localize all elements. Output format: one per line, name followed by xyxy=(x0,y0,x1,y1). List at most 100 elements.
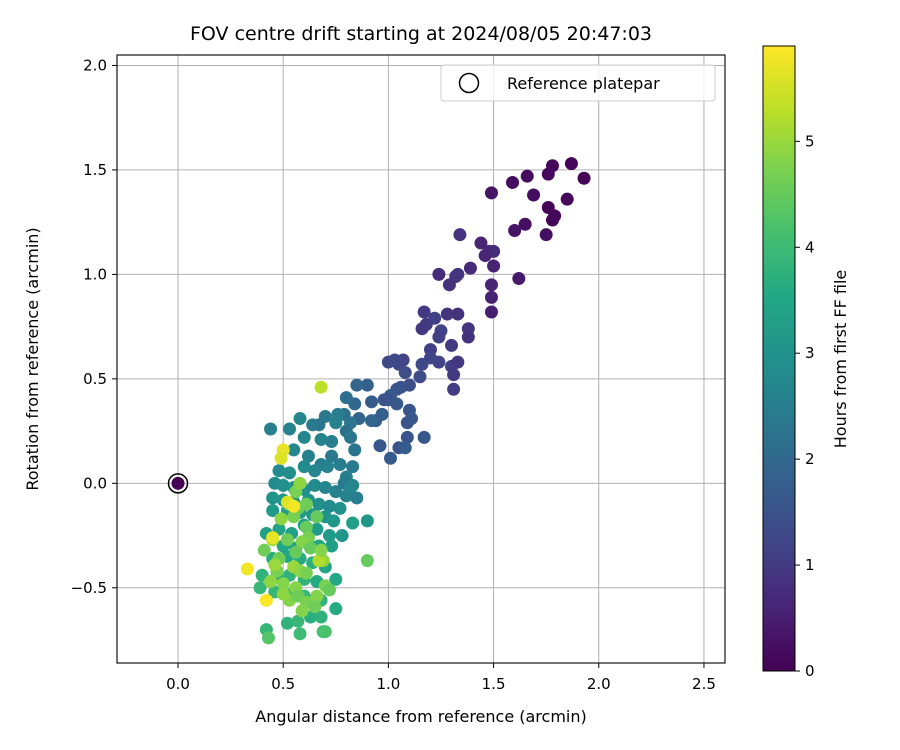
legend: Reference platepar xyxy=(440,64,716,102)
data-point xyxy=(432,330,446,344)
data-point xyxy=(287,499,301,513)
data-point xyxy=(463,261,477,275)
data-point xyxy=(348,443,362,457)
data-point xyxy=(325,449,339,463)
data-point xyxy=(527,188,541,202)
data-point xyxy=(276,478,290,492)
data-point xyxy=(272,464,286,478)
data-point xyxy=(297,460,311,474)
data-point xyxy=(293,412,307,426)
data-point xyxy=(428,311,442,325)
data-point xyxy=(320,460,334,474)
y-tick-label: 2.0 xyxy=(83,56,107,74)
data-point xyxy=(293,627,307,641)
data-point xyxy=(295,604,309,618)
data-point xyxy=(373,439,387,453)
data-point xyxy=(577,171,591,185)
data-point xyxy=(283,422,297,436)
data-point xyxy=(261,631,275,645)
data-point xyxy=(400,416,414,430)
data-point xyxy=(415,322,429,336)
data-point xyxy=(520,169,534,183)
data-point xyxy=(518,217,532,231)
data-point xyxy=(304,541,318,555)
x-axis-ticks: 0.0 0.5 1.0 1.5 2.0 2.5 xyxy=(166,663,716,693)
data-points xyxy=(240,157,591,645)
data-point xyxy=(312,554,326,568)
data-point xyxy=(310,589,324,603)
data-point xyxy=(333,458,347,472)
plot-frame xyxy=(116,54,726,664)
data-point xyxy=(329,572,343,586)
y-tick-label: −0.5 xyxy=(71,579,107,597)
data-point xyxy=(350,378,364,392)
data-point xyxy=(240,562,254,576)
data-point xyxy=(293,476,307,490)
data-point xyxy=(299,566,313,580)
data-point xyxy=(318,480,332,494)
data-point xyxy=(322,499,336,513)
x-tick-label: 1.0 xyxy=(376,675,400,693)
data-point xyxy=(548,209,562,223)
data-point xyxy=(276,587,290,601)
data-point xyxy=(484,186,498,200)
legend-box xyxy=(440,64,716,102)
data-point xyxy=(266,491,280,505)
chart-title: FOV centre drift starting at 2024/08/05 … xyxy=(190,23,652,45)
x-tick-label: 0.5 xyxy=(271,675,295,693)
data-point xyxy=(360,378,374,392)
colorbar-tick-label: 1 xyxy=(805,556,815,574)
data-point xyxy=(266,531,280,545)
colorbar xyxy=(763,46,795,671)
data-point xyxy=(289,545,303,559)
data-point xyxy=(327,514,341,528)
colorbar-tick-label: 0 xyxy=(805,662,815,680)
data-point xyxy=(442,278,456,292)
data-point xyxy=(432,267,446,281)
data-point xyxy=(314,610,328,624)
data-point xyxy=(322,529,336,543)
colorbar-tick-label: 3 xyxy=(805,344,815,362)
data-point xyxy=(398,441,412,455)
data-point xyxy=(350,491,364,505)
data-point xyxy=(318,625,332,639)
data-point xyxy=(484,290,498,304)
data-point xyxy=(383,451,397,465)
data-point xyxy=(274,451,288,465)
data-point xyxy=(308,464,322,478)
data-point xyxy=(400,430,414,444)
data-point xyxy=(325,539,339,553)
data-point xyxy=(297,430,311,444)
data-point xyxy=(308,600,322,614)
data-point xyxy=(415,357,429,371)
data-point xyxy=(333,501,347,515)
data-point xyxy=(360,554,374,568)
y-axis-label: Rotation from reference (arcmin) xyxy=(23,227,42,490)
data-point xyxy=(451,267,465,281)
data-point xyxy=(447,382,461,396)
data-point xyxy=(445,338,459,352)
y-axis-ticks: −0.5 0.0 0.5 1.0 1.5 2.0 xyxy=(71,56,117,597)
colorbar-tick-label: 4 xyxy=(805,238,815,256)
data-point xyxy=(287,510,301,524)
data-point xyxy=(266,503,280,517)
data-point xyxy=(310,510,324,524)
data-point xyxy=(390,397,404,411)
y-tick-label: 1.5 xyxy=(83,161,107,179)
reference-ring xyxy=(167,473,189,494)
data-point xyxy=(381,355,395,369)
data-point xyxy=(264,575,278,589)
legend-entry-reference: Reference platepar xyxy=(507,74,660,93)
y-tick-label: 0.0 xyxy=(83,474,107,492)
x-tick-label: 0.0 xyxy=(166,675,190,693)
data-point xyxy=(417,430,431,444)
data-point xyxy=(264,422,278,436)
reference-point xyxy=(171,476,185,490)
data-point xyxy=(306,418,320,432)
data-point xyxy=(508,224,522,238)
y-tick-label: 1.0 xyxy=(83,265,107,283)
colorbar-frame xyxy=(762,45,796,672)
data-point xyxy=(346,460,360,474)
legend-marker xyxy=(458,72,480,94)
